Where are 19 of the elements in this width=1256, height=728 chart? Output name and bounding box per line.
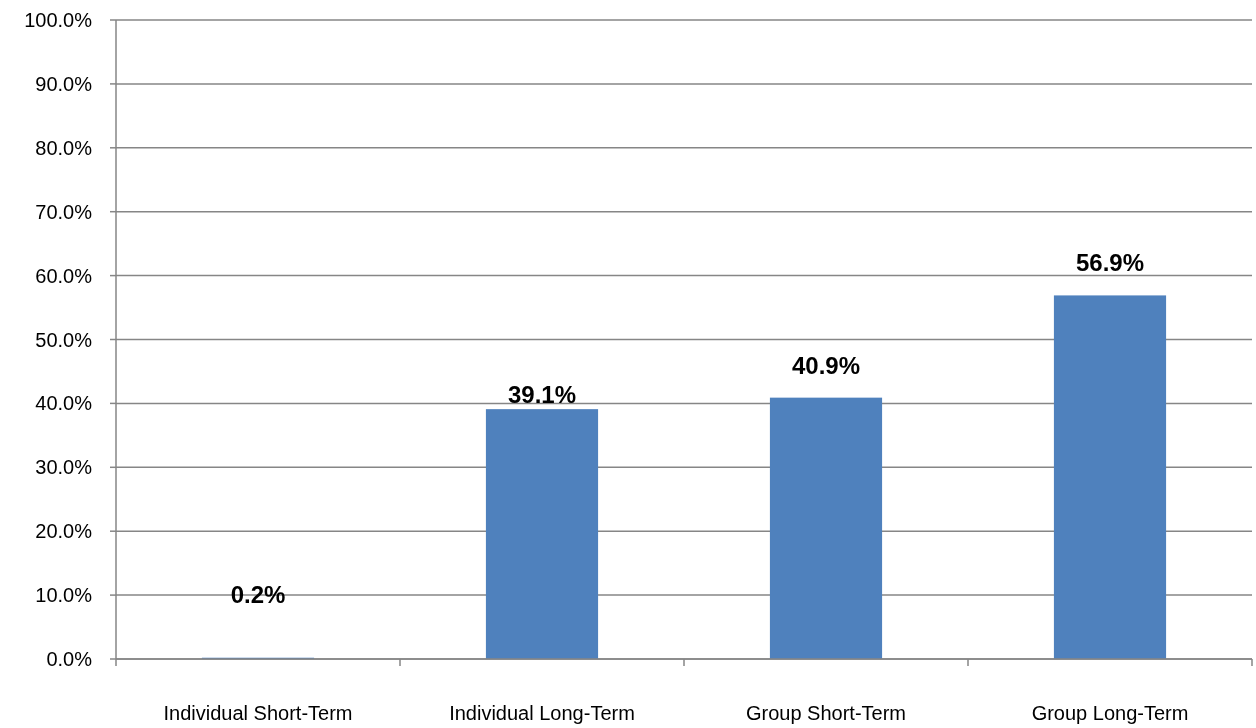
y-tick-label: 40.0% <box>35 392 93 415</box>
y-tick-label: 20.0% <box>35 520 93 543</box>
x-tick-label: Group Long-Term <box>1031 702 1189 724</box>
y-tick-label: 90.0% <box>35 72 93 95</box>
y-tick-label: 80.0% <box>35 136 93 159</box>
data-label: 39.1% <box>507 381 577 409</box>
x-tick-label: Individual Long-Term <box>449 702 635 724</box>
x-tick-label: Group Short-Term <box>745 702 907 724</box>
y-tick-label: 70.0% <box>35 200 93 223</box>
y-tick-label: 10.0% <box>35 584 93 607</box>
data-label: 56.9% <box>1075 249 1145 277</box>
y-tick-label: 50.0% <box>35 328 93 351</box>
y-tick-label: 60.0% <box>35 264 93 287</box>
data-label: 0.2% <box>230 581 286 608</box>
data-label: 40.9% <box>791 351 861 379</box>
x-tick-label: Individual Short-Term <box>163 702 353 724</box>
y-tick-label: 0.0% <box>46 648 93 670</box>
y-tick-label: 100.0% <box>24 9 93 31</box>
y-tick-label: 30.0% <box>35 456 93 479</box>
